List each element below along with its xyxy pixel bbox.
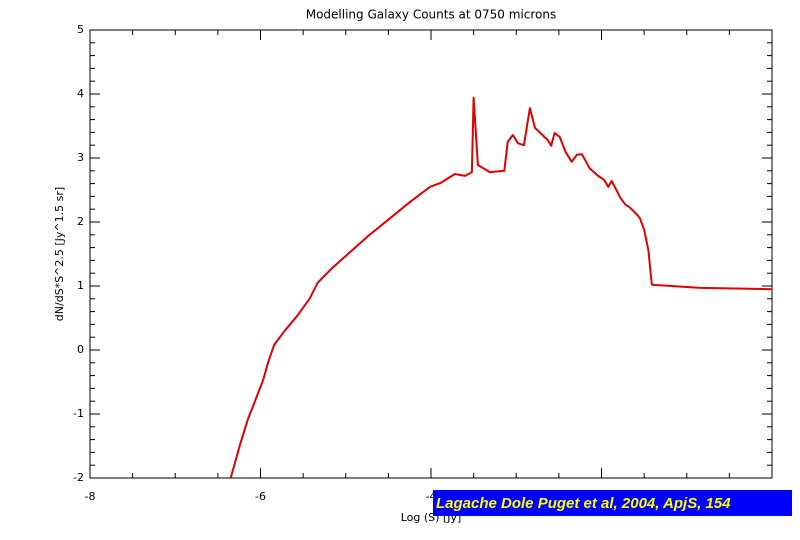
y-tick-label: 3 [77, 151, 84, 164]
plot-frame [89, 29, 773, 479]
y-tick-label: 4 [77, 87, 84, 100]
y-tick-label: 0 [77, 343, 84, 356]
y-tick-label: -2 [73, 471, 84, 484]
y-tick-label: 2 [77, 215, 84, 228]
x-tick-label: -6 [255, 490, 266, 503]
y-tick-label: -1 [73, 407, 84, 420]
chart-title: Modelling Galaxy Counts at 0750 microns [306, 8, 557, 22]
annotation: Lagache Dole Puget et al, 2004, ApjS, 15… [436, 495, 731, 512]
annotation-box [433, 490, 792, 516]
x-tick-label: -8 [85, 490, 96, 503]
y-tick-label: 1 [77, 279, 84, 292]
data-line [229, 96, 773, 479]
y-axis-label: dN/dS*S^2.5 [Jy^1.5 sr] [53, 187, 66, 321]
x-tick-label: -4 [426, 490, 437, 503]
y-tick-label: 5 [77, 23, 84, 36]
